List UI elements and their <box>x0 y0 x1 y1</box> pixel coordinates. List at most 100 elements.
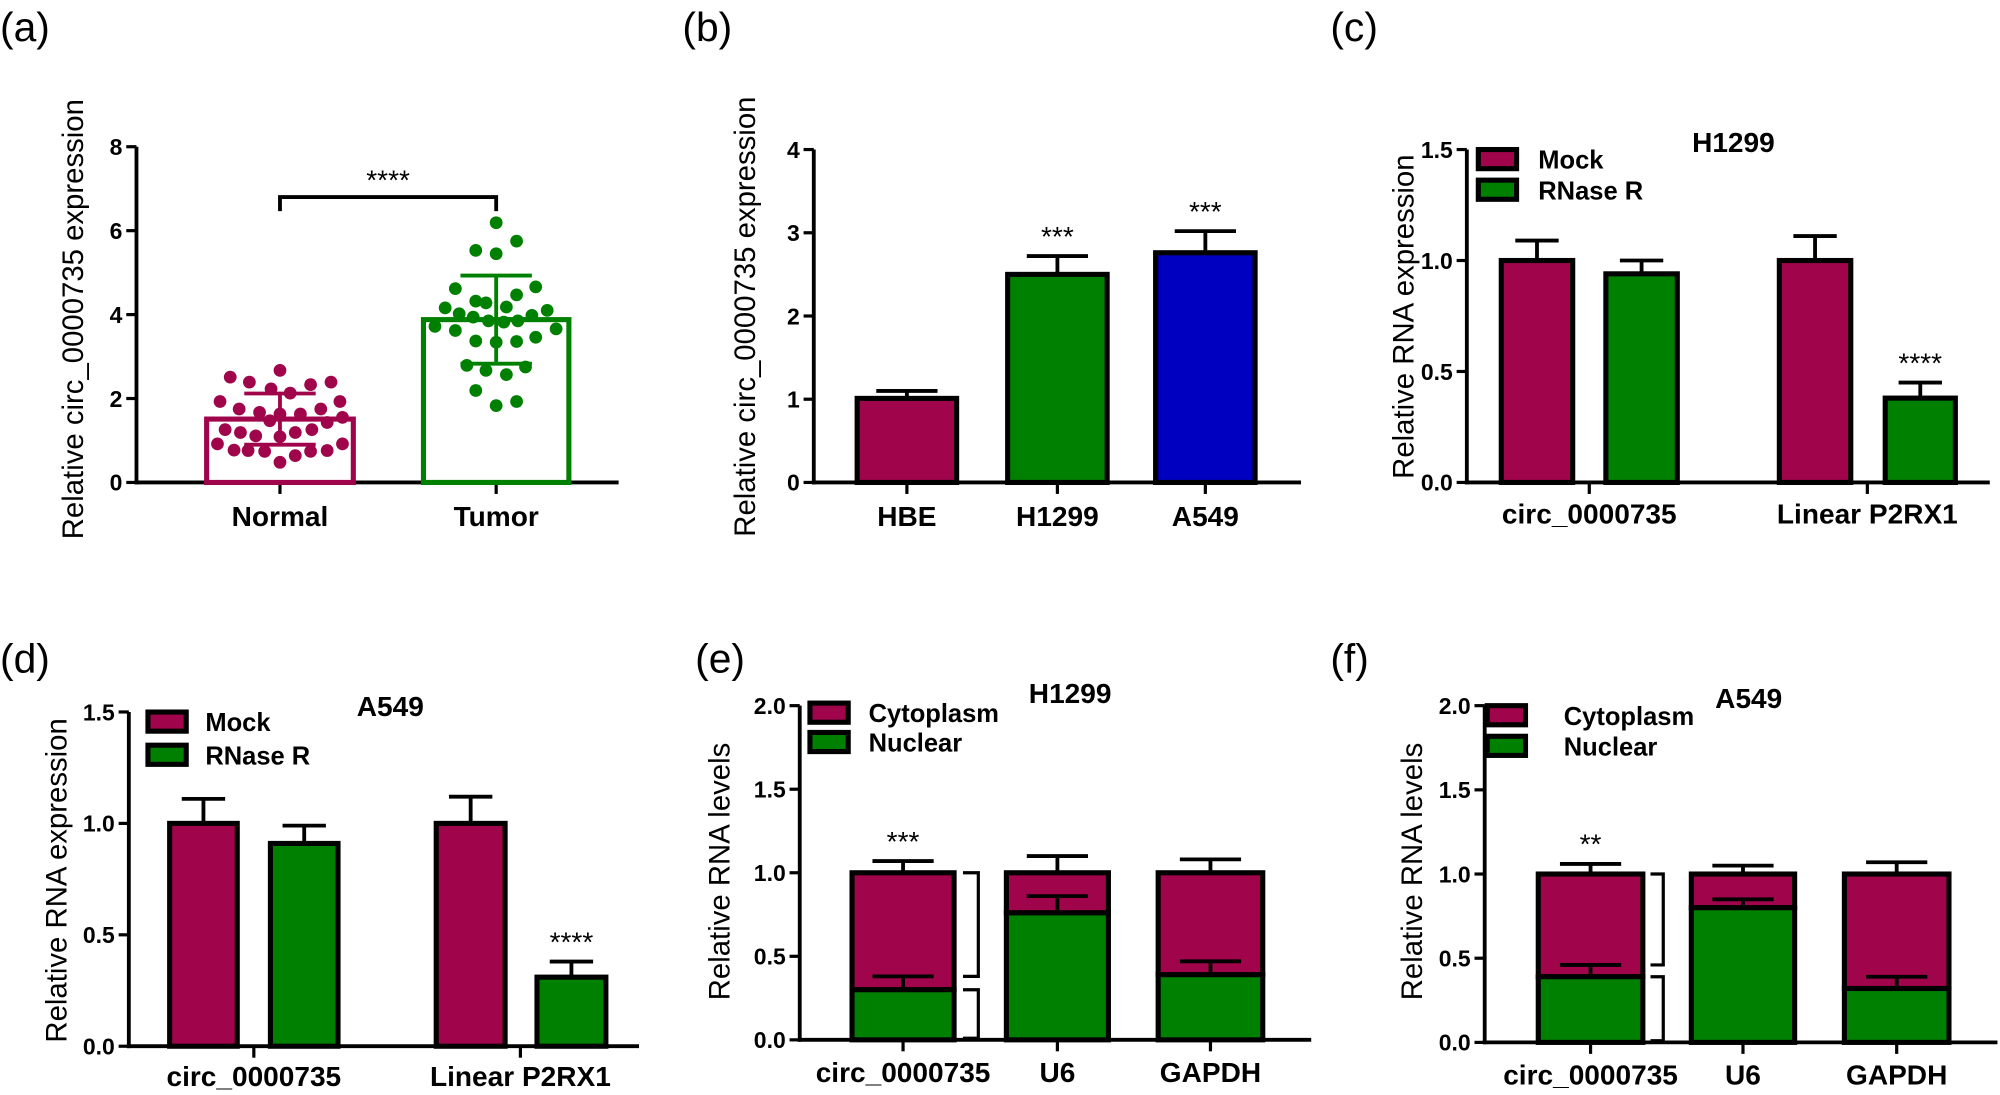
y-axis-title: Relative RNA expression <box>1387 154 1420 478</box>
significance-label: **** <box>550 926 594 957</box>
y-tick-label: 0.0 <box>754 1027 786 1053</box>
y-axis-title: Relative RNA levels <box>704 743 737 1001</box>
legend-label: Cytoplasm <box>869 700 999 728</box>
y-tick-label: 0 <box>787 470 800 496</box>
data-point <box>469 294 483 308</box>
data-point <box>211 437 224 451</box>
panel-a: (a) Relative circ_0000735 expression 0 2 4 6 8… <box>0 4 619 539</box>
y-tick-label: 4 <box>110 302 123 328</box>
significance-label: ** <box>1580 829 1602 860</box>
bar-cytoplasm <box>1841 871 1952 992</box>
y-tick-label: 1.5 <box>1439 777 1471 803</box>
x-tick-label: Normal <box>232 501 329 532</box>
panel-title: H1299 <box>1029 678 1112 709</box>
y-tick-label: 0.5 <box>754 944 786 970</box>
data-point <box>273 455 287 469</box>
bar-cytoplasm <box>1535 871 1646 980</box>
y-tick-label: 1 <box>787 387 800 413</box>
legend-label: RNase R <box>205 742 310 770</box>
x-tick-label: circ_0000735 <box>166 1061 341 1092</box>
legend-swatch <box>1484 703 1529 728</box>
data-point <box>525 309 539 322</box>
data-point <box>510 395 523 408</box>
y-tick-label: 0.0 <box>1439 1030 1471 1056</box>
y-tick-label: 0 <box>110 470 123 496</box>
data-point <box>263 414 277 428</box>
data-point <box>324 375 338 389</box>
bar-cytoplasm <box>849 870 957 993</box>
data-point <box>466 310 480 324</box>
significance-label: **** <box>1898 347 1942 378</box>
x-tick-label: circ_0000735 <box>1503 1059 1678 1090</box>
y-axis-title: Relative circ_0000735 expression <box>729 97 762 537</box>
x-tick-label: circ_0000735 <box>1502 498 1677 529</box>
panel-e: (e) Relative RNA levels 0.0 0.5 1.0 1.5 2.0 cir… <box>695 635 1312 1088</box>
data-point <box>305 423 319 436</box>
legend-label: Mock <box>1538 147 1604 175</box>
data-point <box>510 234 523 248</box>
x-tick-label: H1299 <box>1016 501 1099 532</box>
data-point <box>314 402 328 416</box>
data-point <box>529 280 543 294</box>
x-tick-label: HBE <box>877 501 936 532</box>
panel-title: A549 <box>1715 683 1782 714</box>
cytoplasm-bracket <box>963 871 980 978</box>
y-axis-title: Relative circ_0000735 expression <box>57 99 90 539</box>
data-point <box>489 216 503 230</box>
y-tick-label: 1.5 <box>754 776 786 802</box>
data-point <box>249 429 263 443</box>
y-tick-label: 0.0 <box>83 1034 115 1060</box>
x-tick-label: U6 <box>1725 1059 1761 1090</box>
legend-swatch <box>1484 733 1529 758</box>
significance-label: *** <box>1189 196 1222 227</box>
legend-label: Nuclear <box>1564 733 1658 761</box>
data-point <box>428 319 442 333</box>
x-tick-label: Linear P2RX1 <box>430 1061 611 1092</box>
y-tick-label: 3 <box>787 220 800 246</box>
data-point <box>469 244 483 257</box>
data-point <box>213 395 227 408</box>
bar-a549 <box>1153 250 1258 485</box>
x-tick-label: A549 <box>1172 501 1239 532</box>
y-tick-label: 1.0 <box>754 860 786 886</box>
y-axis-title: Relative RNA levels <box>1396 743 1429 1001</box>
bar-mock <box>433 820 508 1049</box>
data-point <box>489 247 503 261</box>
panel-title: H1299 <box>1692 127 1775 158</box>
data-point <box>510 335 523 348</box>
data-point <box>497 315 511 329</box>
panel-letter: (a) <box>0 4 50 50</box>
data-point <box>469 384 483 397</box>
data-point <box>500 300 513 314</box>
data-point <box>294 407 307 421</box>
y-tick-label: 8 <box>110 134 123 160</box>
data-point <box>529 330 543 344</box>
data-point <box>304 445 317 458</box>
data-point <box>288 449 302 462</box>
legend-swatch <box>807 729 851 755</box>
data-point <box>320 444 334 457</box>
bar-hbe <box>854 395 960 485</box>
y-tick-label: 0.5 <box>83 922 115 948</box>
bar-h1299 <box>1005 271 1110 485</box>
data-point <box>448 324 462 337</box>
x-tick-label: circ_0000735 <box>816 1057 991 1088</box>
legend-label: Cytoplasm <box>1564 703 1694 731</box>
bar-nuclear <box>1535 974 1646 1045</box>
legend-label: Nuclear <box>869 730 963 758</box>
data-point <box>253 405 266 419</box>
bar-rnase-r <box>267 840 341 1049</box>
significance-label: *** <box>887 826 920 857</box>
data-point <box>241 444 255 457</box>
bar-nuclear <box>1003 910 1111 1043</box>
legend-swatch <box>1475 146 1520 172</box>
panel-letter: (f) <box>1330 635 1369 681</box>
data-point <box>258 445 272 458</box>
x-tick-label: GAPDH <box>1160 1057 1261 1088</box>
legend-label: RNase R <box>1538 177 1643 205</box>
bar-nuclear <box>1841 985 1952 1045</box>
data-point <box>218 423 232 436</box>
bar-mock <box>1776 257 1854 485</box>
